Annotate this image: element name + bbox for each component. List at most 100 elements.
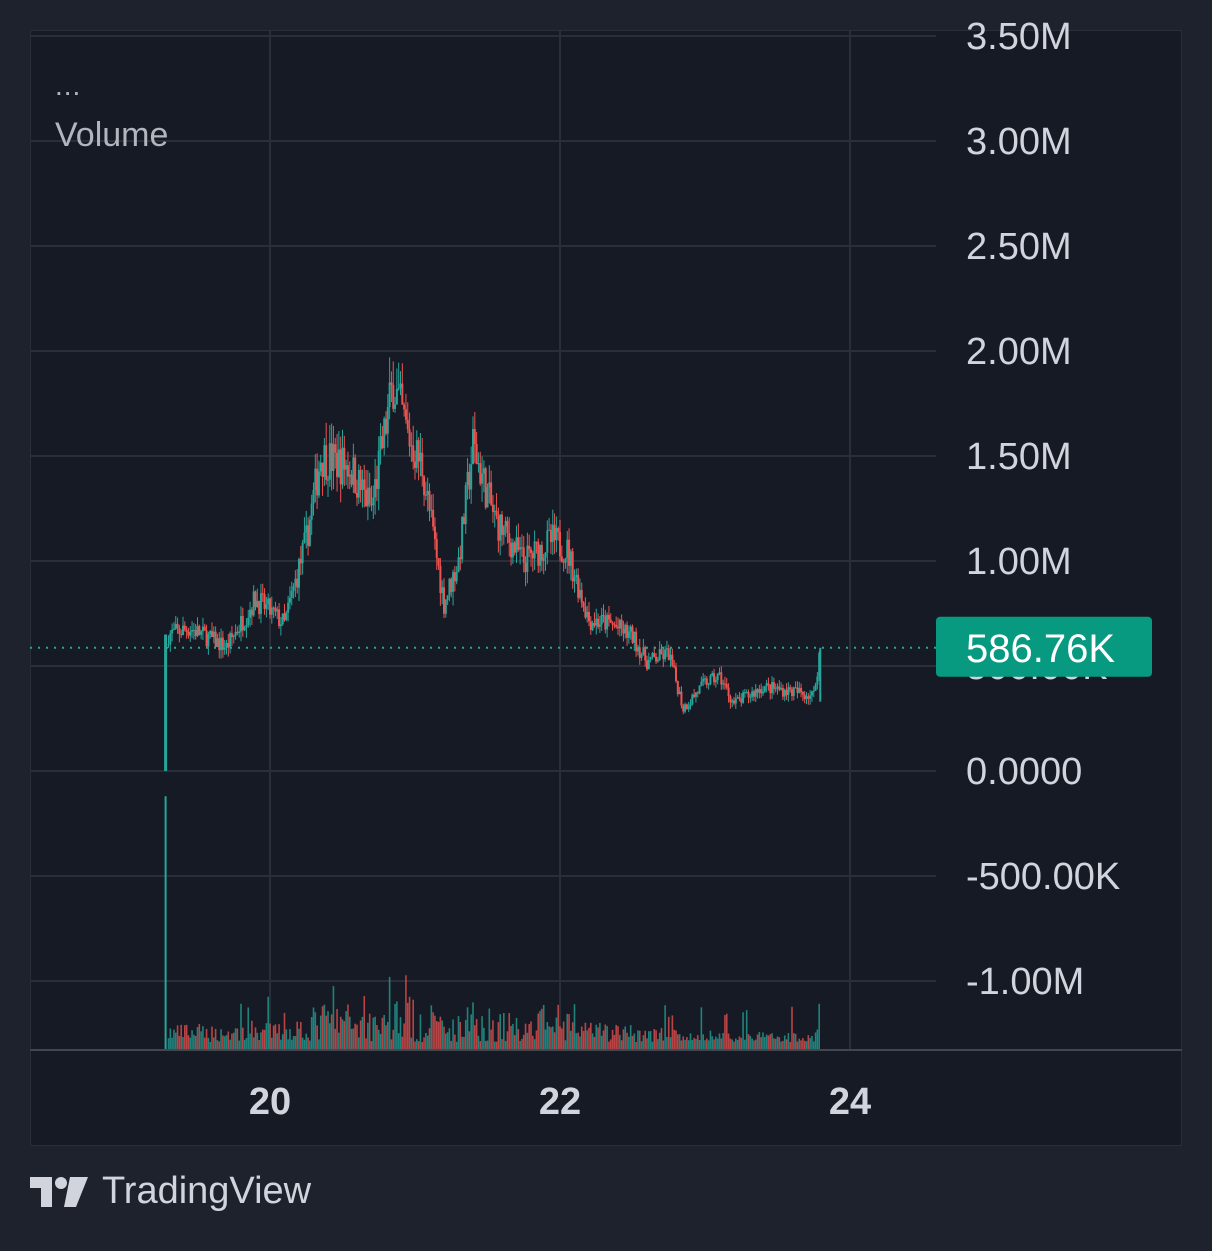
branding[interactable]: TradingView (30, 1170, 311, 1213)
volume-bar (187, 1035, 190, 1050)
candle (254, 591, 257, 607)
volume-bar (740, 1037, 743, 1050)
volume-bar (535, 1030, 538, 1050)
candle (519, 547, 522, 550)
candle (582, 602, 585, 607)
legend-volume-label[interactable]: Volume (55, 116, 169, 154)
candle (252, 591, 255, 616)
candle (466, 471, 469, 486)
legend-more-menu[interactable]: ... (55, 70, 82, 101)
volume-bar (595, 1024, 598, 1050)
volume-bar (203, 1037, 206, 1050)
volume-bar (764, 1037, 766, 1050)
candle (459, 557, 462, 560)
candle (428, 490, 431, 511)
volume-bar (354, 1023, 356, 1050)
candle (183, 625, 186, 630)
candle (515, 537, 518, 553)
volume-bar (533, 1039, 536, 1050)
candle (508, 533, 511, 543)
candle (711, 673, 714, 676)
volume-bar (470, 1014, 472, 1050)
candle (689, 704, 692, 707)
volume-bar (486, 1040, 489, 1050)
volume-bar (410, 1037, 413, 1050)
volume-bar (446, 1032, 449, 1050)
candle (791, 689, 793, 697)
candle (225, 642, 228, 648)
candle (676, 680, 679, 695)
candle (187, 631, 190, 636)
candle (562, 561, 565, 563)
candle (194, 629, 197, 637)
candle (678, 691, 681, 695)
volume-bar (501, 1039, 503, 1050)
candle (609, 619, 612, 623)
candle (522, 547, 525, 563)
candle (221, 637, 224, 650)
volume-bar (361, 1016, 364, 1050)
candle (298, 559, 300, 588)
candle (192, 629, 195, 631)
candle (301, 542, 304, 564)
candle (803, 694, 806, 699)
candle (375, 479, 378, 489)
candle (412, 445, 415, 462)
candle (325, 445, 328, 480)
candle (752, 691, 755, 697)
y-tick-label: 3.50M (966, 16, 1072, 58)
volume-bar (653, 1028, 656, 1050)
candle (482, 468, 485, 474)
volume-bar (352, 1028, 355, 1050)
candle (328, 443, 331, 480)
y-tick-label: 1.50M (966, 436, 1072, 478)
candle (265, 604, 268, 609)
volume-bar (747, 1034, 750, 1050)
candle (705, 678, 708, 685)
candle (453, 572, 456, 582)
volume-bar (548, 1026, 550, 1050)
candle (774, 688, 777, 690)
candle (787, 687, 790, 696)
candle (664, 649, 667, 660)
candle (751, 691, 754, 697)
volume-bar (196, 1027, 199, 1050)
candle (506, 520, 509, 534)
volume-bar (269, 1023, 271, 1050)
candle (220, 637, 223, 651)
candle (171, 629, 174, 634)
candle (517, 537, 520, 550)
candle (656, 660, 659, 662)
volume-bar (350, 1028, 353, 1050)
volume-bar (711, 1036, 714, 1050)
volume-bar (778, 1037, 781, 1050)
volume-bar (289, 1029, 291, 1050)
volume-bar (428, 1028, 431, 1050)
volume-bar (249, 1033, 251, 1050)
candle (653, 653, 656, 657)
candle (631, 626, 634, 643)
candle (472, 428, 474, 465)
volume-bar (716, 1038, 719, 1050)
candle (771, 682, 774, 694)
volume-bar (263, 1029, 266, 1050)
volume-bar (280, 1039, 282, 1050)
candle (488, 482, 491, 488)
volume-bar (392, 1029, 395, 1050)
volume-bar (173, 1029, 175, 1050)
volume-bar (512, 1023, 514, 1050)
candle (720, 672, 723, 685)
volume-bar (555, 1017, 558, 1050)
volume-bar (334, 1028, 337, 1050)
volume-bar (687, 1040, 690, 1050)
volume-bar (765, 1034, 768, 1050)
candle (669, 654, 672, 660)
volume-bar (312, 1007, 315, 1050)
candle (455, 571, 458, 582)
candle (698, 685, 701, 694)
chart-frame[interactable] (30, 30, 1182, 1146)
volume-bar (736, 1039, 739, 1050)
volume-bar (571, 1022, 574, 1050)
volume-bar (406, 1002, 409, 1050)
